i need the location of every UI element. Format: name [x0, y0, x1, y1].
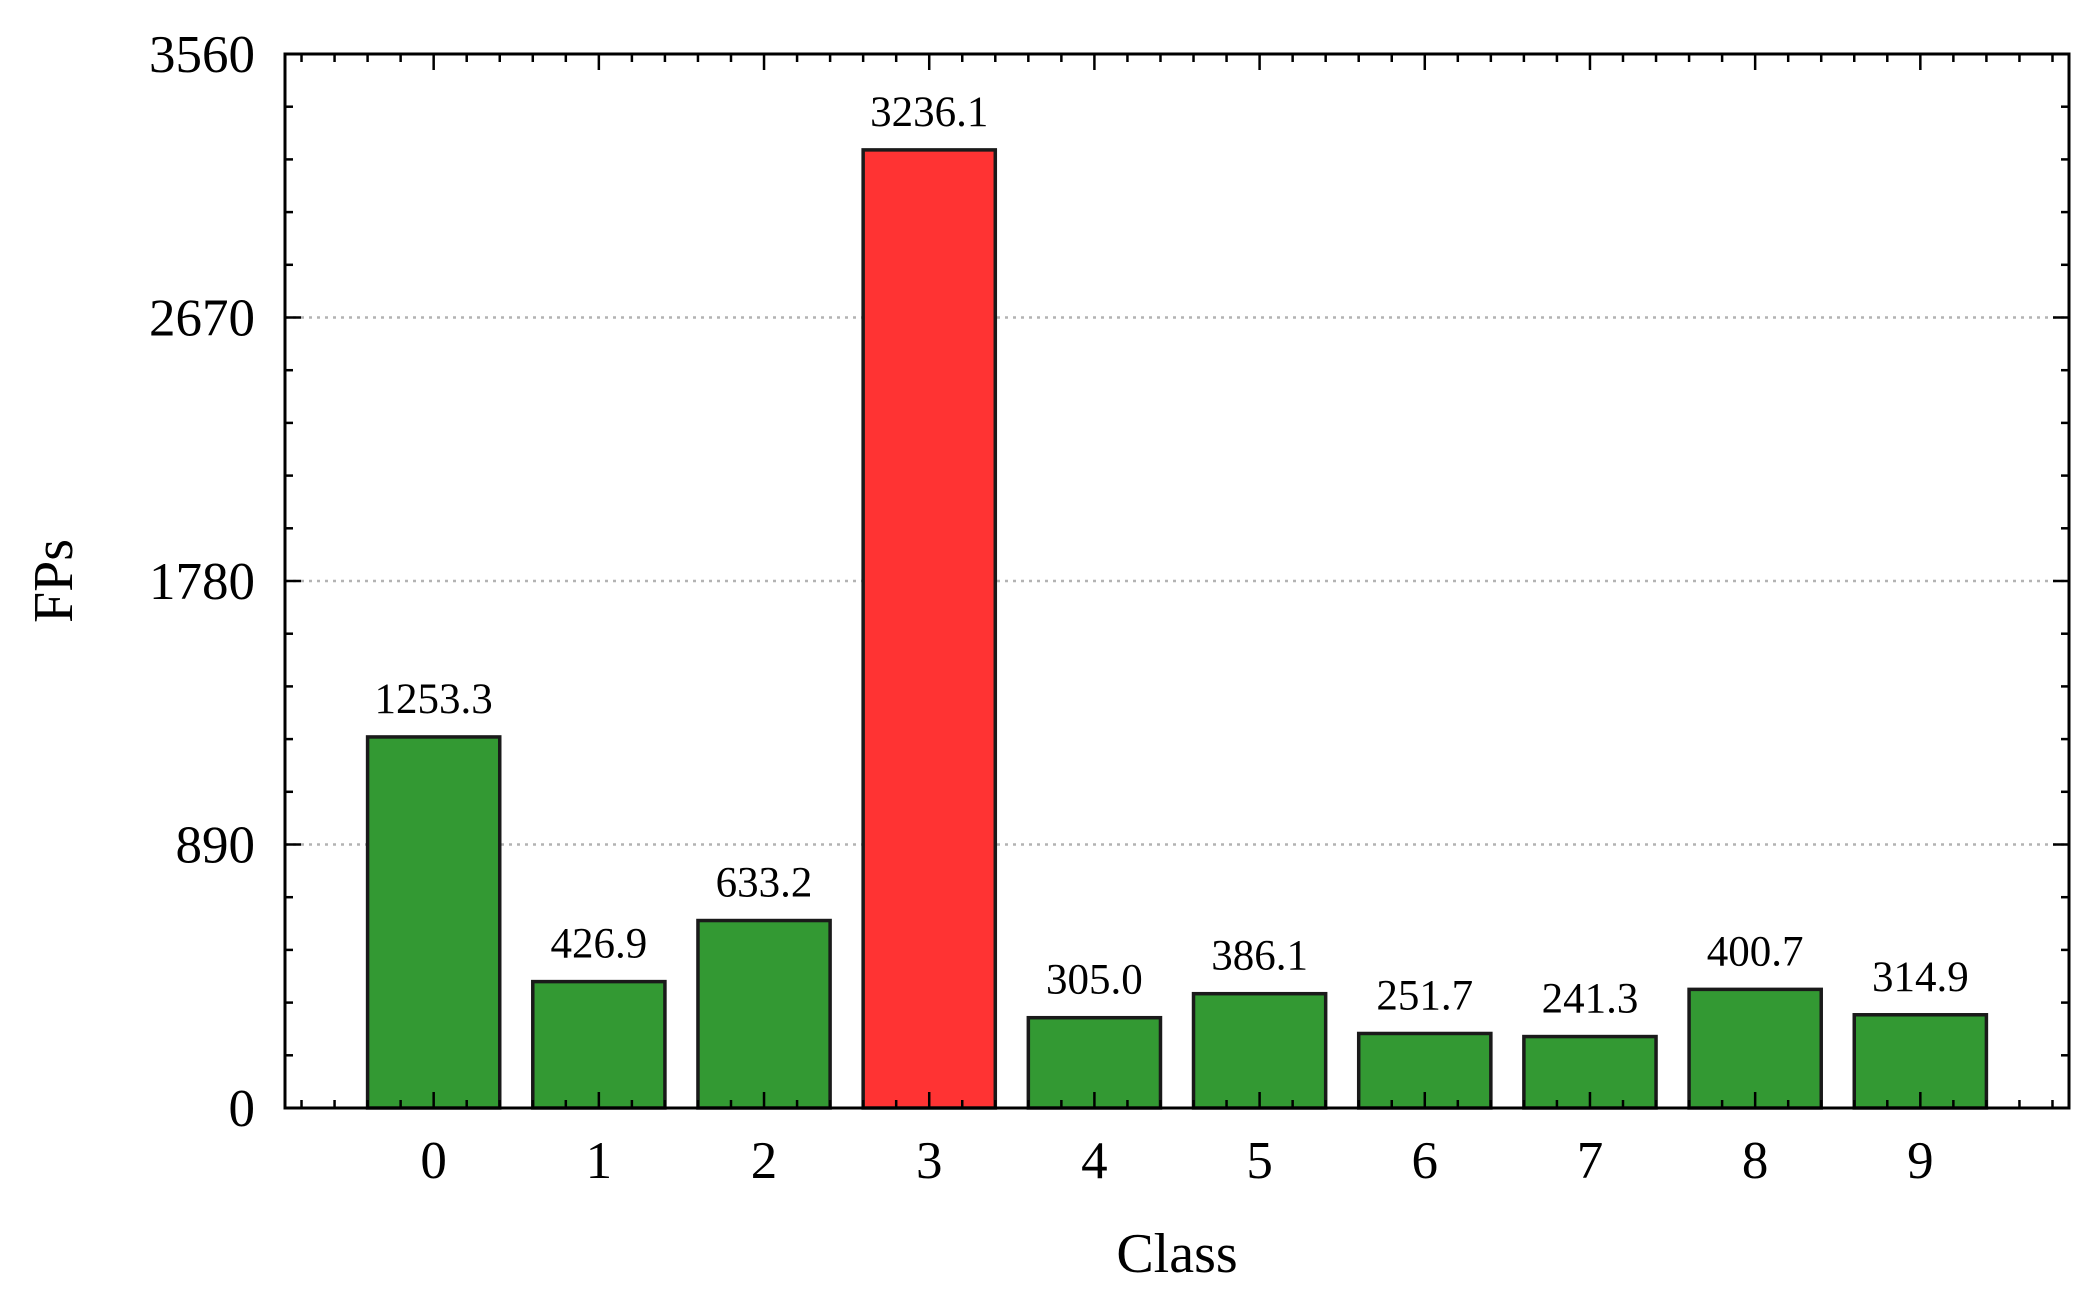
data-labels: 1253.3 426.9 633.2 3236.1 305.0 386.1 251.7 241…: [375, 89, 1969, 1023]
bar-2: [696, 918, 832, 1110]
y-tick-label-4: 3560: [149, 26, 255, 84]
grid-lines: [285, 316, 2069, 846]
y-tick-label-3: 2670: [149, 290, 255, 348]
x-tick-label-3: 3: [916, 1132, 943, 1190]
bars: [365, 148, 1989, 1110]
x-tick-label-0: 0: [420, 1132, 447, 1190]
data-label-2: 633.2: [716, 860, 813, 907]
data-label-6: 251.7: [1376, 972, 1473, 1019]
x-tick-label-1: 1: [586, 1132, 613, 1190]
bar-5: [1191, 991, 1328, 1110]
data-label-9: 314.9: [1872, 954, 1969, 1001]
bar-1: [531, 979, 667, 1110]
data-label-0: 1253.3: [375, 676, 493, 723]
x-tick-label-2: 2: [751, 1132, 778, 1190]
y-axis-title: FPs: [23, 539, 85, 623]
x-tick-label-6: 6: [1412, 1132, 1439, 1190]
x-tick-label-7: 7: [1577, 1132, 1604, 1190]
x-tick-label-8: 8: [1742, 1132, 1769, 1190]
bar-8: [1687, 987, 1823, 1110]
data-label-1: 426.9: [550, 921, 647, 968]
x-tick-label-5: 5: [1246, 1132, 1273, 1190]
data-label-7: 241.3: [1542, 976, 1639, 1023]
y-tick-label-0: 0: [229, 1080, 256, 1138]
y-tick-label-1: 890: [176, 817, 256, 875]
x-axis-title: Class: [1116, 1223, 1237, 1285]
bar-3: [861, 148, 998, 1110]
x-tick-label-9: 9: [1907, 1132, 1934, 1190]
data-label-3: 3236.1: [870, 89, 988, 136]
plot-frame: [283, 52, 2071, 1110]
bar-0: [365, 735, 502, 1110]
y-tick-labels: 0 890 1780 2670 3560: [149, 26, 255, 1138]
data-label-5: 386.1: [1211, 933, 1308, 980]
x-tick-labels: 0 1 2 3 4 5 6 7 8 9: [420, 1132, 1933, 1190]
data-label-4: 305.0: [1046, 957, 1143, 1004]
x-tick-label-4: 4: [1081, 1132, 1108, 1190]
y-tick-label-2: 1780: [149, 553, 255, 611]
data-label-8: 400.7: [1707, 928, 1804, 975]
